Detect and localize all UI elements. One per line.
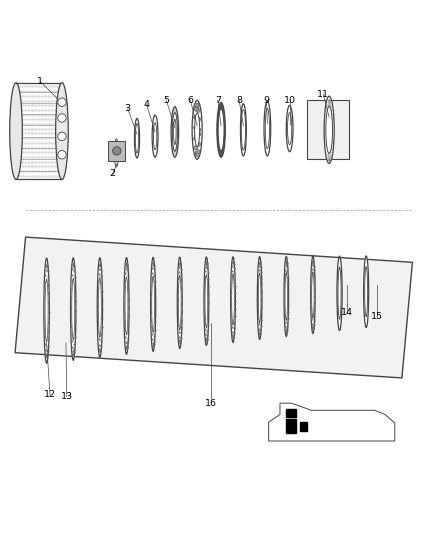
Ellipse shape — [56, 83, 68, 180]
Ellipse shape — [365, 266, 367, 317]
Circle shape — [197, 132, 201, 136]
Text: 13: 13 — [61, 392, 73, 401]
Ellipse shape — [125, 277, 128, 335]
Ellipse shape — [194, 113, 200, 147]
Circle shape — [58, 98, 66, 107]
Ellipse shape — [337, 256, 342, 330]
Circle shape — [193, 126, 198, 130]
Ellipse shape — [311, 256, 315, 334]
Circle shape — [195, 103, 200, 108]
Ellipse shape — [338, 268, 341, 319]
Ellipse shape — [326, 106, 332, 154]
Text: 8: 8 — [236, 96, 242, 105]
Ellipse shape — [171, 107, 179, 157]
Circle shape — [58, 114, 66, 122]
Circle shape — [194, 115, 198, 119]
Ellipse shape — [364, 256, 369, 327]
Ellipse shape — [264, 101, 271, 156]
Ellipse shape — [231, 257, 235, 342]
Text: 9: 9 — [264, 96, 269, 105]
Ellipse shape — [217, 102, 225, 157]
Ellipse shape — [152, 276, 155, 333]
Polygon shape — [286, 419, 297, 433]
Text: 12: 12 — [44, 390, 56, 399]
Ellipse shape — [241, 110, 245, 150]
Circle shape — [196, 142, 201, 147]
Ellipse shape — [135, 124, 139, 153]
Ellipse shape — [286, 106, 293, 152]
Circle shape — [197, 128, 201, 132]
Ellipse shape — [124, 257, 129, 354]
Ellipse shape — [71, 258, 76, 360]
Circle shape — [196, 108, 200, 112]
Text: 14: 14 — [341, 308, 353, 317]
Text: 3: 3 — [125, 104, 131, 114]
Polygon shape — [286, 409, 297, 417]
Polygon shape — [268, 403, 395, 441]
Circle shape — [58, 132, 66, 141]
Ellipse shape — [152, 115, 158, 157]
Circle shape — [194, 136, 198, 141]
Text: 10: 10 — [284, 96, 296, 105]
Ellipse shape — [205, 274, 208, 328]
Ellipse shape — [232, 274, 234, 325]
Text: 5: 5 — [163, 96, 170, 105]
Polygon shape — [15, 237, 413, 378]
Ellipse shape — [99, 278, 101, 337]
Ellipse shape — [284, 256, 289, 336]
Circle shape — [195, 153, 199, 157]
Ellipse shape — [258, 257, 262, 340]
FancyBboxPatch shape — [307, 100, 350, 159]
Circle shape — [194, 107, 198, 111]
Ellipse shape — [44, 258, 49, 363]
Text: 16: 16 — [205, 399, 216, 408]
Circle shape — [195, 103, 199, 107]
Text: 11: 11 — [317, 90, 329, 99]
Ellipse shape — [312, 272, 314, 318]
Ellipse shape — [172, 112, 177, 151]
Text: 1: 1 — [37, 77, 43, 86]
Ellipse shape — [218, 109, 224, 151]
Text: 4: 4 — [144, 100, 150, 109]
Ellipse shape — [265, 108, 269, 149]
Polygon shape — [300, 422, 307, 431]
Ellipse shape — [153, 123, 157, 150]
Ellipse shape — [285, 272, 287, 320]
Circle shape — [194, 151, 199, 156]
FancyBboxPatch shape — [109, 141, 125, 161]
Circle shape — [197, 117, 201, 122]
Ellipse shape — [45, 279, 48, 342]
Ellipse shape — [134, 118, 140, 158]
Ellipse shape — [258, 273, 261, 323]
Ellipse shape — [192, 100, 202, 159]
Circle shape — [58, 150, 66, 159]
Ellipse shape — [173, 119, 176, 144]
Ellipse shape — [10, 83, 22, 180]
Text: 6: 6 — [187, 96, 194, 105]
Text: 15: 15 — [371, 312, 383, 321]
Text: 7: 7 — [215, 96, 221, 105]
Ellipse shape — [178, 276, 181, 330]
Circle shape — [113, 147, 121, 155]
Ellipse shape — [240, 104, 246, 156]
Ellipse shape — [324, 96, 334, 164]
Ellipse shape — [204, 257, 209, 345]
Ellipse shape — [97, 258, 102, 357]
Ellipse shape — [72, 278, 75, 340]
Ellipse shape — [151, 257, 155, 351]
Circle shape — [194, 146, 198, 150]
Ellipse shape — [177, 257, 182, 349]
Circle shape — [196, 150, 200, 154]
Ellipse shape — [287, 112, 292, 144]
Text: 2: 2 — [110, 169, 116, 179]
